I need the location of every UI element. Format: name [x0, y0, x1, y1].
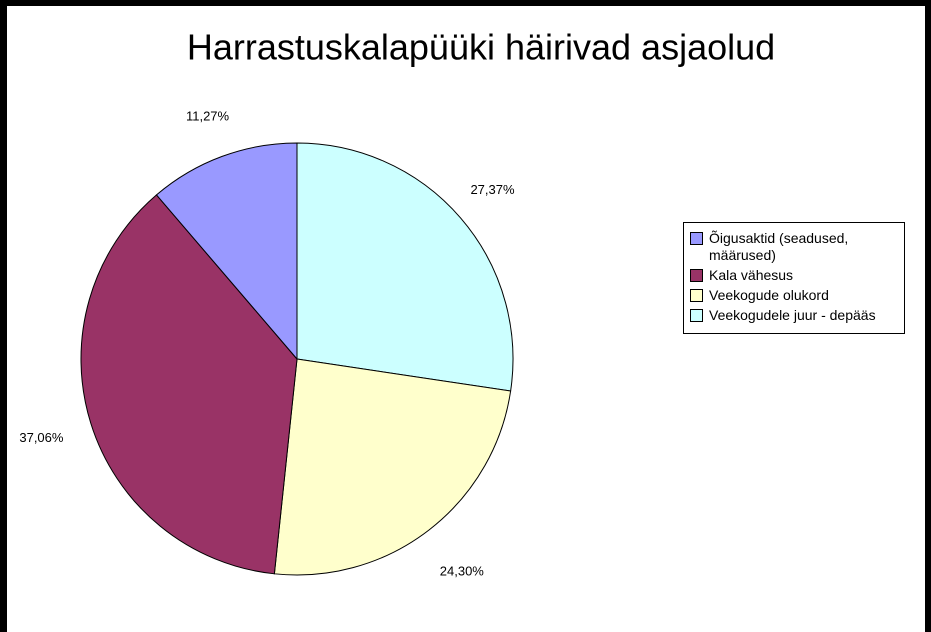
frame-top — [0, 0, 931, 6]
legend-label: Veekogude olukord — [709, 287, 829, 303]
pie-slice — [155, 142, 298, 361]
pie-slice — [273, 358, 512, 576]
legend-item: Veekogude olukord — [690, 287, 900, 304]
data-label: 24,30% — [440, 563, 485, 578]
legend-swatch — [690, 309, 703, 322]
legend-item: Veekogudele juur - depääs — [690, 307, 900, 324]
legend-label: Kala vähesus — [709, 267, 794, 283]
legend-swatch — [690, 289, 703, 302]
frame-left — [0, 0, 7, 632]
legend-item: Kala vähesus — [690, 267, 900, 284]
legend-label: Õigusaktid (seadused, määrused) — [709, 230, 849, 263]
data-label: 37,06% — [19, 430, 64, 445]
legend-item: Õigusaktid (seadused, määrused) — [690, 230, 900, 264]
legend-swatch — [690, 269, 703, 282]
pie-slice — [80, 194, 298, 575]
legend-swatch — [690, 232, 703, 245]
pie-slice — [296, 142, 514, 392]
data-label: 27,37% — [470, 182, 515, 197]
frame-right — [925, 0, 931, 632]
data-label: 11,27% — [186, 108, 230, 123]
chart-title: Harrastuskalapüüki häirivad asjaolud — [187, 27, 775, 68]
legend: Õigusaktid (seadused, määrused) Kala vähe… — [683, 222, 905, 334]
legend-label: Veekogudele juur - depääs — [709, 307, 876, 323]
